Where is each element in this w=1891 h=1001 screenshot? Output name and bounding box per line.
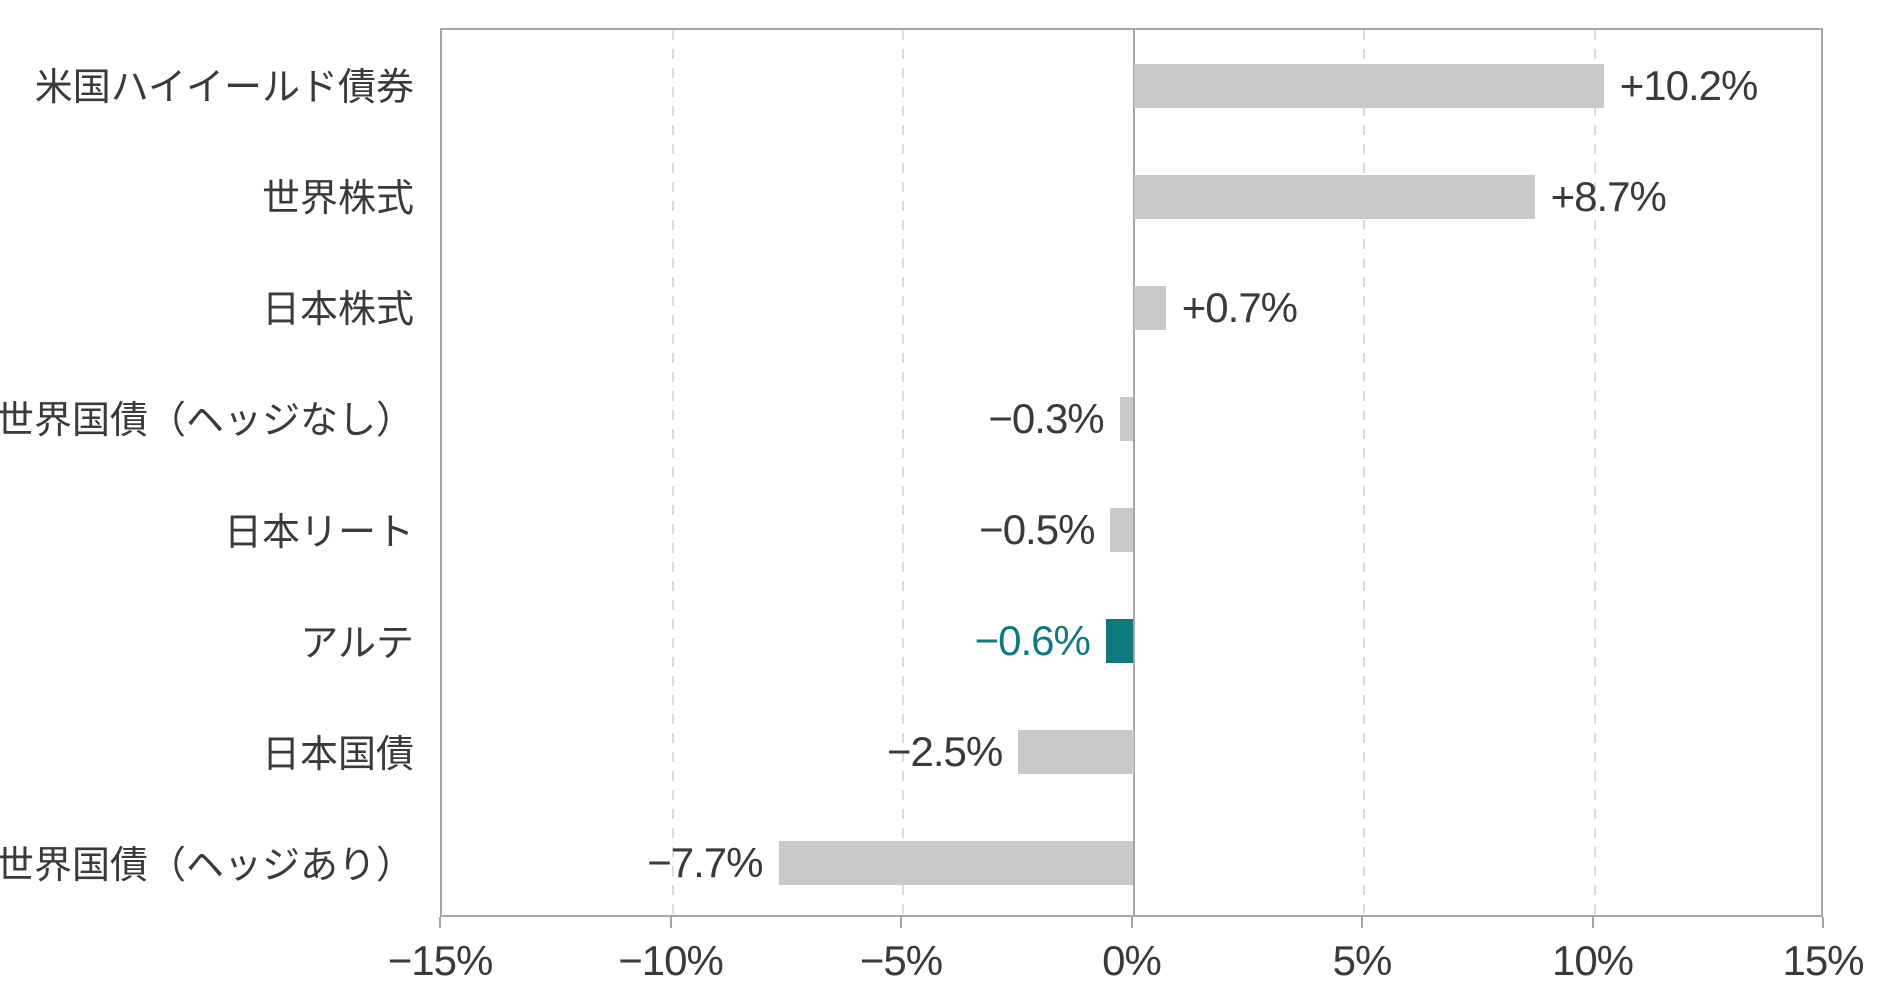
gridline--5 (902, 30, 904, 915)
category-label-6: 日本国債 (261, 733, 414, 776)
x-axis-tick-label-10: 10% (1551, 937, 1634, 984)
bar-3 (1119, 396, 1134, 441)
gridline-10 (1593, 30, 1596, 915)
x-axis-tick--10 (669, 917, 672, 928)
x-axis-tick-label--5: −5% (859, 937, 943, 984)
x-axis-tick--15 (439, 917, 441, 928)
bar-2 (1133, 285, 1166, 330)
category-label-5: アルテ (300, 622, 414, 665)
bar-4 (1110, 508, 1134, 553)
category-label-4: 日本リート (223, 511, 414, 554)
value-label-7: −7.7% (647, 839, 763, 887)
bar-7 (778, 841, 1134, 886)
zero-axis-line (1132, 30, 1135, 915)
x-axis-tick-15 (1822, 917, 1824, 928)
bar-5-highlight (1105, 619, 1134, 664)
x-axis-tick-5 (1361, 917, 1363, 928)
x-axis-tick-label-0: 0% (1102, 937, 1162, 984)
bar-1 (1133, 174, 1535, 219)
x-axis-tick-label--15: −15% (387, 937, 494, 984)
x-axis-tick-10 (1591, 917, 1594, 928)
bar-0 (1133, 63, 1604, 108)
x-axis-tick-0 (1130, 917, 1133, 928)
value-label-4: −0.5% (979, 506, 1095, 554)
value-label-0: +10.2% (1619, 61, 1759, 109)
value-label-2: +0.7% (1181, 283, 1298, 331)
x-axis-tick--5 (900, 917, 902, 928)
category-label-1: 世界株式 (261, 178, 414, 221)
category-label-0: 米国ハイイールド債券 (34, 67, 414, 110)
gridline--10 (671, 30, 674, 915)
category-label-2: 日本株式 (261, 289, 414, 332)
x-axis-tick-label-15: 15% (1782, 937, 1864, 984)
bar-6 (1018, 730, 1134, 775)
gridline-5 (1363, 30, 1365, 915)
value-label-6: −2.5% (886, 728, 1003, 776)
x-axis-tick-label-5: 5% (1332, 937, 1393, 984)
value-label-3: −0.3% (988, 394, 1104, 442)
value-label-1: +8.7% (1550, 172, 1667, 220)
category-label-3: 世界国債（ヘッジなし） (0, 400, 414, 443)
value-label-5: −0.6% (974, 617, 1091, 665)
x-axis-tick-label--10: −10% (618, 937, 724, 984)
plot-area: +10.2% +8.7% +0.7% −0.3% −0.5% −0.6% −2.5% −7.7… (440, 28, 1823, 917)
category-label-7: 世界国債（ヘッジあり） (0, 844, 414, 887)
